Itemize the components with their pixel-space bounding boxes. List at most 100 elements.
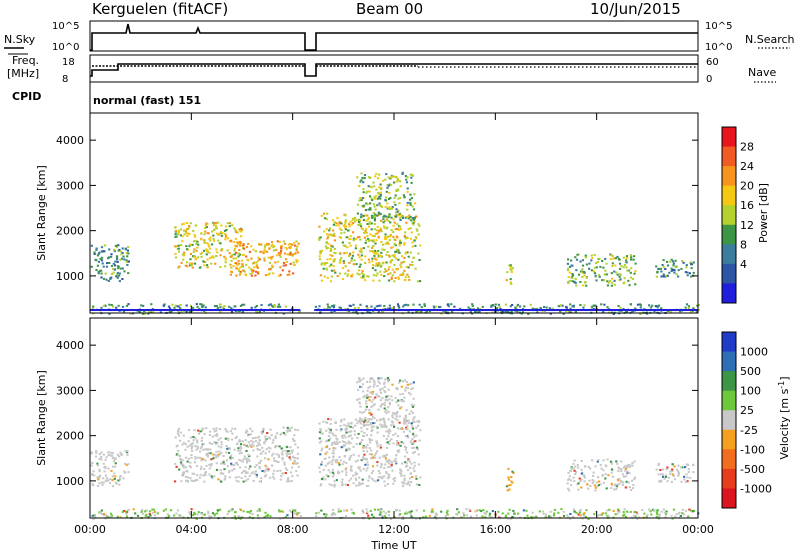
echo-cell	[362, 423, 365, 426]
echo-cell	[384, 457, 387, 460]
echo-cell	[393, 477, 397, 480]
echo-cell	[401, 516, 405, 519]
echo-cell	[358, 236, 361, 238]
echo-cell	[406, 469, 410, 472]
echo-cell	[95, 248, 98, 251]
echo-cell	[258, 465, 261, 468]
echo-cell	[522, 509, 525, 512]
echo-cell	[208, 247, 212, 250]
echo-cell	[569, 513, 572, 515]
echo-cell	[469, 515, 473, 518]
echo-cell	[115, 256, 119, 259]
echo-cell	[366, 214, 369, 217]
echo-cell	[261, 470, 264, 472]
echo-cell	[264, 464, 267, 467]
echo-cell	[287, 477, 290, 480]
echo-cell	[343, 231, 346, 234]
echo-cell	[610, 277, 613, 280]
echo-cell	[159, 311, 162, 314]
echo-cell	[252, 449, 255, 452]
echo-cell	[626, 471, 629, 474]
echo-cell	[332, 513, 335, 516]
echo-cell	[291, 438, 295, 440]
echo-cell	[345, 442, 348, 445]
echo-cell	[334, 421, 337, 424]
echo-cell	[602, 310, 605, 313]
echo-cell	[339, 236, 343, 239]
echo-cell	[100, 456, 103, 458]
echo-cell	[610, 254, 613, 257]
echo-cell	[258, 509, 261, 512]
echo-cell	[197, 511, 200, 514]
echo-cell	[332, 508, 335, 511]
echo-cell	[428, 514, 431, 517]
echo-cell	[507, 467, 510, 470]
echo-cell	[411, 245, 414, 248]
echo-cell	[192, 436, 195, 438]
echo-cell	[362, 450, 365, 452]
echo-cell	[338, 227, 341, 230]
echo-cell	[509, 264, 512, 267]
echo-cell	[567, 282, 570, 284]
echo-cell	[377, 310, 380, 313]
echo-cell	[381, 455, 384, 458]
echo-cell	[94, 515, 97, 518]
echo-cell	[97, 478, 100, 481]
echo-cell	[290, 451, 293, 454]
echo-cell	[339, 424, 342, 427]
echo-cell	[333, 442, 336, 445]
echo-cell	[246, 457, 249, 460]
echo-cell	[371, 456, 374, 459]
echo-cell	[371, 199, 374, 202]
echo-cell	[387, 279, 391, 282]
echo-cell	[391, 206, 394, 209]
echo-cell	[415, 426, 418, 429]
echo-cell	[263, 441, 266, 444]
echo-cell	[334, 447, 337, 450]
echo-cell	[93, 251, 96, 254]
echo-cell	[367, 418, 370, 421]
echo-cell	[357, 253, 360, 256]
echo-cell	[223, 255, 226, 258]
echo-cell	[281, 450, 284, 453]
echo-cell	[344, 226, 347, 229]
echo-cell	[102, 462, 105, 465]
echo-cell	[267, 304, 270, 307]
echo-cell	[575, 471, 578, 473]
echo-cell	[398, 244, 401, 247]
echo-cell	[204, 306, 207, 309]
echo-cell	[174, 230, 177, 232]
echo-cell	[286, 480, 289, 483]
echo-cell	[199, 473, 202, 476]
echo-cell	[568, 271, 571, 274]
echo-cell	[320, 463, 323, 466]
echo-cell	[171, 303, 174, 306]
echo-cell	[516, 303, 519, 306]
echo-cell	[618, 275, 621, 278]
echo-cell	[667, 476, 671, 479]
echo-cell	[330, 275, 333, 278]
echo-cell	[547, 515, 551, 518]
echo-cell	[616, 512, 619, 515]
echo-cell	[409, 477, 412, 480]
echo-cell	[170, 509, 173, 512]
echo-cell	[386, 241, 389, 244]
echo-cell	[219, 472, 222, 475]
echo-cell	[490, 304, 493, 307]
echo-cell	[206, 258, 209, 261]
echo-cell	[352, 303, 355, 306]
echo-cell	[420, 310, 423, 313]
echo-cell	[194, 445, 197, 448]
echo-cell	[329, 430, 332, 433]
echo-cell	[511, 304, 514, 306]
echo-cell	[657, 267, 660, 270]
echo-cell	[664, 475, 668, 478]
echo-cell	[379, 228, 382, 231]
echo-cell	[571, 273, 574, 275]
echo-cell	[387, 216, 390, 219]
echo-cell	[215, 429, 218, 432]
echo-cell	[407, 266, 410, 269]
echo-cell	[607, 474, 610, 477]
echo-cell	[602, 279, 606, 282]
